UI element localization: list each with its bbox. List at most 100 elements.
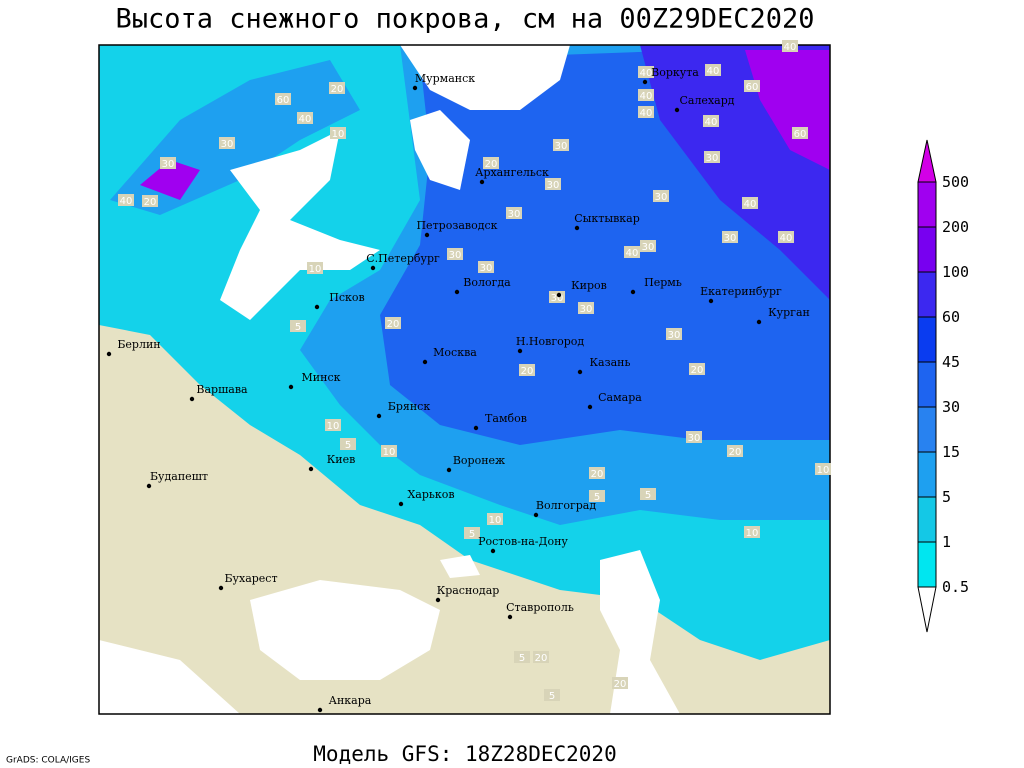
city-dot: [490, 548, 496, 554]
contour-label: 10: [309, 264, 322, 275]
contour-label: 30: [668, 330, 681, 341]
city-label: Волгоград: [536, 499, 596, 512]
city-dot: [308, 466, 314, 472]
city-label: Мурманск: [415, 72, 475, 85]
colorbar-label: 500: [942, 173, 969, 191]
contour-label: 20: [485, 159, 498, 170]
colorbar-bottom: [917, 586, 937, 633]
colorbar-box: [917, 181, 937, 228]
city-dot: [577, 369, 583, 375]
city-label: Краснодар: [437, 584, 500, 597]
colorbar-box: [917, 316, 937, 363]
city-dot: [376, 413, 382, 419]
contour-label: 40: [744, 199, 757, 210]
contour-label: 20: [331, 84, 344, 95]
city-label: С.Петербург: [366, 252, 440, 265]
colorbar-label: 200: [942, 218, 969, 236]
contour-label-box: [549, 291, 565, 303]
contour-label: 30: [480, 263, 493, 274]
contour-label: 30: [655, 192, 668, 203]
contour-label-box: [782, 40, 798, 52]
contour-label-box: [297, 112, 313, 124]
city-label: Псков: [329, 291, 364, 304]
contour-label-box: [778, 231, 794, 243]
city-dot: [106, 351, 112, 357]
city-dot: [435, 597, 441, 603]
city-dot: [288, 384, 294, 390]
city-label: Варшава: [196, 383, 248, 396]
city-label: Ставрополь: [506, 601, 574, 614]
contour-label: 40: [780, 233, 793, 244]
city-dot: [189, 396, 195, 402]
contour-label: 10: [817, 465, 830, 476]
contour-label-box: [578, 302, 594, 314]
contour-label-box: [638, 89, 654, 101]
city-dot: [454, 289, 460, 295]
contour-label: 40: [705, 117, 718, 128]
city-dot: [146, 483, 152, 489]
city-label: Киев: [327, 453, 356, 466]
contour-label-box: [478, 261, 494, 273]
colorbar-label: 30: [942, 398, 960, 416]
city-label: Москва: [433, 346, 477, 359]
city-dot: [424, 232, 430, 238]
contour-label-box: [638, 66, 654, 78]
contour-label-box: [290, 320, 306, 332]
city-label: Пермь: [644, 276, 682, 289]
contour-label-box: [624, 246, 640, 258]
city-dot: [574, 225, 580, 231]
colorbar-label: 5: [942, 488, 951, 506]
map: [99, 45, 830, 714]
contour-label: 30: [555, 141, 568, 152]
contour-label-box: [742, 197, 758, 209]
city-dot: [446, 467, 452, 473]
city-label: Тамбов: [485, 412, 527, 425]
city-dot: [473, 425, 479, 431]
contour-label-box: [533, 651, 549, 663]
contour-label-box: [385, 317, 401, 329]
city-dot: [642, 79, 648, 85]
contour-label: 20: [387, 319, 400, 330]
contour-label-box: [330, 127, 346, 139]
city-label: Казань: [590, 356, 631, 369]
contour-label-box: [219, 137, 235, 149]
contour-label-box: [514, 651, 530, 663]
city-dot: [479, 179, 485, 185]
contour-label: 5: [345, 440, 351, 451]
title: Высота снежного покрова, см на 00Z29DEC2…: [116, 4, 815, 35]
contour-label: 5: [549, 691, 555, 702]
contour-label: 5: [469, 529, 475, 540]
contour-label: 30: [162, 159, 175, 170]
contour-label: 10: [746, 528, 759, 539]
footer: Модель GFS: 18Z28DEC2020: [313, 742, 616, 766]
city-label: Вологда: [463, 276, 511, 289]
colorbar-box: [917, 271, 937, 318]
city-dot: [556, 292, 562, 298]
contour-label: 10: [383, 447, 396, 458]
contour-label-box: [792, 127, 808, 139]
city-label: Самара: [598, 391, 642, 404]
colorbar-box: [917, 451, 937, 498]
contour-label-box: [325, 419, 341, 431]
contour-label-box: [686, 431, 702, 443]
contour-label: 40: [640, 91, 653, 102]
city-label: Минск: [302, 371, 341, 384]
city-label: Анкара: [329, 694, 372, 707]
city-label: Петрозаводск: [416, 219, 497, 232]
city-dot: [370, 265, 376, 271]
contour-label: 20: [729, 447, 742, 458]
colorbar-label: 0.5: [942, 578, 969, 596]
colorbar-box: [917, 226, 937, 273]
contour-label: 30: [551, 293, 564, 304]
city-label: Воронеж: [453, 454, 505, 467]
contour-label: 40: [299, 114, 312, 125]
city-dot: [708, 298, 714, 304]
contour-label: 20: [591, 469, 604, 480]
contour-label-box: [447, 248, 463, 260]
contour-label-box: [553, 139, 569, 151]
contour-label: 30: [221, 139, 234, 150]
contour-label-box: [689, 363, 705, 375]
city-dot: [630, 289, 636, 295]
